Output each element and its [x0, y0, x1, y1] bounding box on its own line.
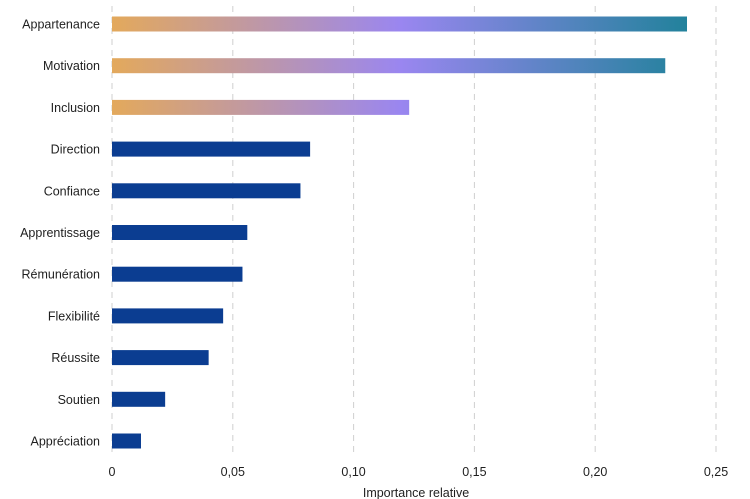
bar-flexibilité [112, 308, 224, 324]
x-tick-label: 0 [109, 465, 116, 479]
bar-motivation [112, 58, 666, 74]
category-label: Confiance [44, 184, 100, 198]
x-tick-label: 0,20 [583, 465, 607, 479]
bar-appréciation [112, 433, 141, 449]
x-tick-label: 0,15 [462, 465, 486, 479]
x-axis-title: Importance relative [363, 486, 469, 499]
bar-soutien [112, 391, 166, 407]
bar-apprentissage [112, 225, 248, 240]
category-label: Réussite [51, 351, 100, 365]
category-label: Rémunération [21, 268, 100, 282]
category-label: Motivation [43, 59, 100, 73]
bar-direction [112, 141, 311, 157]
x-tick-labels: 0 0,05 0,10 0,15 0,20 0,25 [109, 465, 729, 479]
category-label: Appréciation [31, 435, 101, 449]
bar-réussite [112, 350, 209, 366]
category-label: Apprentissage [20, 226, 100, 240]
category-label: Inclusion [51, 101, 100, 115]
x-tick-label: 0,05 [221, 465, 245, 479]
category-label: Direction [51, 143, 100, 157]
category-labels: Appartenance Motivation Inclusion Direction… [20, 18, 100, 449]
bars [112, 16, 688, 449]
x-tick-label: 0,25 [704, 465, 728, 479]
bar-confiance [112, 183, 301, 199]
category-label: Soutien [58, 393, 100, 407]
category-label: Flexibilité [48, 309, 100, 323]
bar-appartenance [112, 16, 688, 32]
bar-inclusion [112, 99, 410, 115]
category-label: Appartenance [22, 18, 100, 32]
bar-rémunération [112, 266, 243, 282]
x-tick-label: 0,10 [341, 465, 365, 479]
